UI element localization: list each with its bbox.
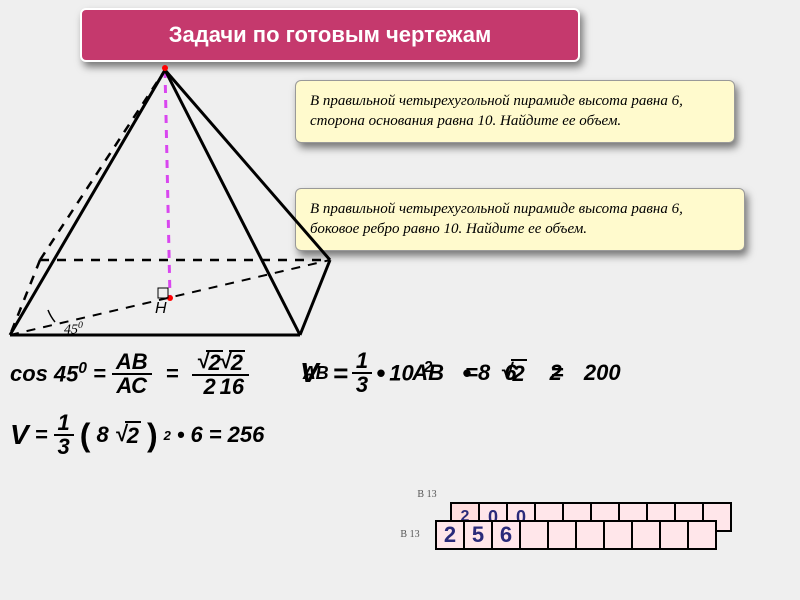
cos-label: cos: [10, 361, 48, 387]
frac-ab-ac: АВ АС: [112, 351, 152, 397]
num-ab: АВ: [112, 351, 152, 375]
answer-cell-d1: 2: [436, 521, 464, 549]
title-bar: Задачи по готовым чертежам: [80, 8, 580, 62]
cos-degree: 0: [78, 360, 87, 377]
angle-value: 45: [64, 323, 78, 338]
answer-cell: [660, 521, 688, 549]
answer-cell: [604, 521, 632, 549]
h-label: Н: [155, 300, 167, 318]
angle-degree: 0: [78, 320, 83, 331]
sqrt-2d: 2: [125, 421, 141, 449]
answer-cell: [688, 521, 716, 549]
problem-box-2: В правильной четырехугольной пирамиде вы…: [295, 188, 745, 251]
b13-label-front: В 13: [390, 529, 430, 540]
sqrt-2c: 2: [511, 359, 527, 387]
ab-exp: АВ: [303, 363, 329, 384]
answer-cell: [520, 521, 548, 549]
problem-box-1: В правильной четырехугольной пирамиде вы…: [295, 80, 735, 143]
eight: 8: [96, 422, 108, 448]
ten: 10: [389, 361, 413, 386]
sqrt-2b: 2: [229, 350, 245, 374]
V-label-2: V: [10, 419, 29, 451]
den-3b: 3: [54, 436, 74, 458]
result-200: 200: [584, 360, 621, 386]
cos-angle: 45: [54, 362, 78, 387]
result-256: 256: [228, 422, 265, 448]
answer-cell: [632, 521, 660, 549]
pyramid-diagram: [0, 60, 300, 340]
six-b: 6: [191, 422, 203, 448]
den-ac: АС: [112, 375, 152, 397]
answer-cell-d2: 5: [464, 521, 492, 549]
frac-1-3b: 1 3: [54, 412, 74, 458]
answer-cell: [548, 521, 576, 549]
frac-1-3: 1 3: [352, 350, 372, 396]
math-area: cos 450 = АВ АС = 2 2 2 16 V АВ = 1 3 • …: [10, 350, 770, 468]
num-1b: 1: [54, 412, 74, 436]
answer-cell-d3: 6: [492, 521, 520, 549]
answer-grid-front: В 13 2 5 6: [435, 520, 717, 550]
b13-label: В 13: [407, 489, 447, 500]
answer-cell: [576, 521, 604, 549]
angle-label: 450: [64, 320, 83, 339]
num-1: 1: [352, 350, 372, 374]
den-3: 3: [352, 374, 372, 396]
den-16: 16: [215, 376, 249, 398]
